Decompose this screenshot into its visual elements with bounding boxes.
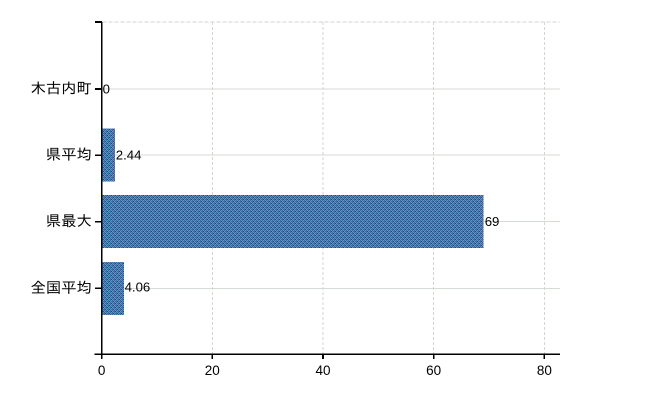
svg-text:60: 60 xyxy=(426,363,441,378)
svg-text:2.44: 2.44 xyxy=(116,148,142,163)
svg-text:0: 0 xyxy=(98,363,106,378)
svg-text:0: 0 xyxy=(103,81,110,96)
svg-text:69: 69 xyxy=(485,214,500,229)
svg-text:80: 80 xyxy=(537,363,552,378)
svg-text:40: 40 xyxy=(315,363,330,378)
svg-text:20: 20 xyxy=(205,363,220,378)
svg-text:4.06: 4.06 xyxy=(125,280,151,295)
